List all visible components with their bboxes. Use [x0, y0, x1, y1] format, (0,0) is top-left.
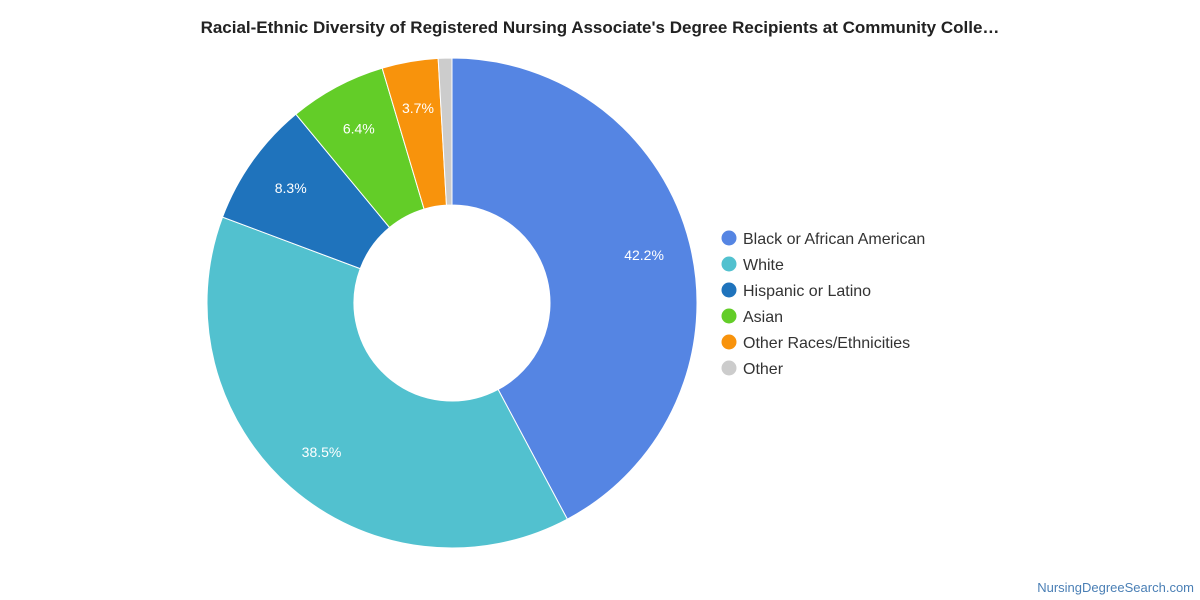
legend: Black or African American White Hispanic o… [721, 230, 926, 379]
legend-swatch [721, 282, 737, 298]
legend-item-hispanic-or-latino[interactable]: Hispanic or Latino [721, 282, 872, 301]
legend-item-other[interactable]: Other [721, 360, 784, 379]
slice-label-other-races-ethnicities: 3.7% [402, 100, 434, 116]
legend-swatch [721, 360, 737, 376]
legend-swatch [721, 334, 737, 350]
legend-label: Hispanic or Latino [743, 283, 871, 300]
slice-labels: 42.2% 38.5% 8.3% 6.4% 3.7% [275, 100, 664, 460]
slice-label-hispanic-or-latino: 8.3% [275, 180, 307, 196]
source-credit[interactable]: NursingDegreeSearch.com [1037, 580, 1194, 595]
legend-item-asian[interactable]: Asian [721, 308, 784, 327]
legend-label: Other Races/Ethnicities [743, 335, 910, 352]
donut-slices [206, 57, 698, 549]
slice-white[interactable] [206, 216, 568, 549]
slice-label-asian: 6.4% [343, 120, 375, 136]
legend-label: Other [743, 361, 784, 378]
legend-item-black-or-african-american[interactable]: Black or African American [721, 230, 926, 249]
legend-item-other-races-ethnicities[interactable]: Other Races/Ethnicities [721, 334, 911, 353]
slice-label-white: 38.5% [302, 444, 342, 460]
legend-label: White [743, 257, 784, 274]
slice-label-black-or-african-american: 42.2% [624, 247, 664, 263]
chart-title: Racial-Ethnic Diversity of Registered Nu… [201, 18, 1000, 37]
slice-black-or-african-american[interactable] [451, 57, 698, 520]
legend-label: Asian [743, 309, 783, 326]
legend-swatch [721, 230, 737, 246]
slice-other[interactable] [437, 57, 453, 206]
legend-item-white[interactable]: White [721, 256, 785, 275]
legend-swatch [721, 256, 737, 272]
legend-swatch [721, 308, 737, 324]
legend-label: Black or African American [743, 231, 925, 248]
